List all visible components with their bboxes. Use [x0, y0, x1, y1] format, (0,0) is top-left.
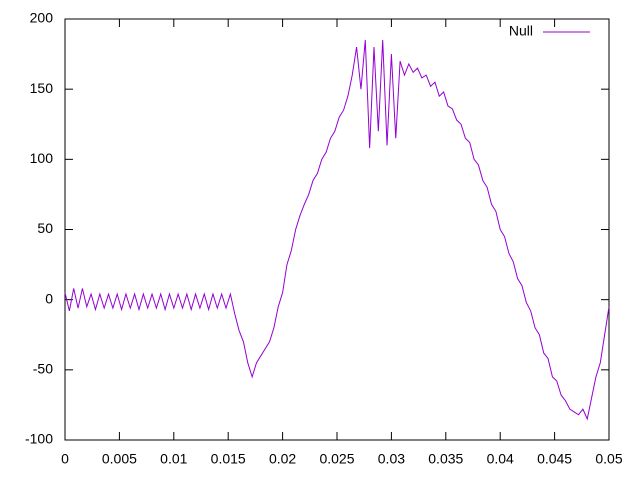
x-tick-label: 0.01 — [160, 451, 187, 467]
x-tick-label: 0.04 — [487, 451, 514, 467]
y-tick-label: -50 — [33, 361, 53, 377]
x-tick-label: 0.005 — [102, 451, 137, 467]
y-tick-label: 200 — [30, 10, 54, 26]
y-tick-label: 150 — [30, 80, 54, 96]
y-tick-label: 0 — [45, 290, 53, 306]
x-tick-label: 0.03 — [378, 451, 405, 467]
y-tick-label: 100 — [30, 150, 54, 166]
x-tick-label: 0.045 — [537, 451, 572, 467]
x-tick-label: 0.015 — [211, 451, 246, 467]
y-tick-label: -100 — [25, 431, 53, 447]
x-tick-label: 0.025 — [319, 451, 354, 467]
x-tick-label: 0.05 — [595, 451, 622, 467]
legend-label: Null — [509, 23, 533, 39]
x-tick-label: 0 — [61, 451, 69, 467]
data-line — [64, 40, 610, 421]
x-tick-label: 0.035 — [428, 451, 463, 467]
x-tick-label: 0.02 — [269, 451, 296, 467]
y-tick-label: 50 — [37, 220, 53, 236]
plot-border — [64, 18, 610, 441]
